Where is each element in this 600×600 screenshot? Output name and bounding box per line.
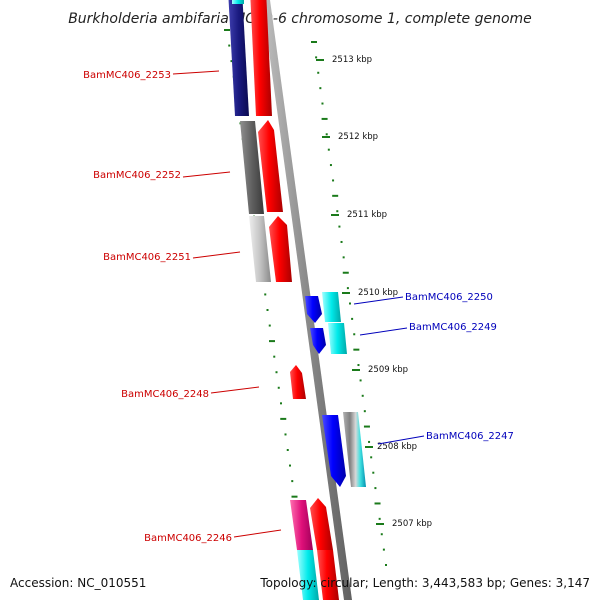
gene-label-2246[interactable]: BamMC406_2246 [144,533,232,544]
cds-arrow-2250[interactable] [305,296,322,323]
cog-bar-2253-top [232,0,244,4]
scale-label: 2508 kbp [377,442,417,452]
scale-tick-2508: 2508 kbp [365,442,417,452]
gene-label-2252[interactable]: BamMC406_2252 [93,170,181,181]
cds-arrow-2248[interactable] [290,365,306,399]
cds-arrow-2246[interactable] [310,498,333,550]
scale-label: 2512 kbp [338,132,378,142]
topology-text: Topology: circular; Length: 3,443,583 bp… [260,576,590,590]
cog-bar-2253 [228,0,249,116]
cds-arrow-2252[interactable] [258,120,283,212]
scale-label: 2513 kbp [332,55,372,65]
gene-label-2249[interactable]: BamMC406_2249 [409,322,497,333]
inner-tick-marks [311,41,387,566]
gene-label-2248[interactable]: BamMC406_2248 [121,389,209,400]
accession-text: Accession: NC_010551 [10,576,147,590]
cog-bar-2249 [328,323,347,354]
scale-tick-2507: 2507 kbp [376,519,432,529]
scale-tick-2510: 2510 kbp [342,288,398,298]
scale-tick-2512: 2512 kbp [322,132,378,142]
gene-label-2250[interactable]: BamMC406_2250 [405,292,493,303]
cds-arrow-2249[interactable] [310,328,326,354]
scale-tick-2513: 2513 kbp [316,55,372,65]
cog-bar-2252 [240,121,264,214]
cds-arrow-2253[interactable] [250,0,272,116]
gene-label-2247[interactable]: BamMC406_2247 [426,431,514,442]
cog-bar-2247 [343,412,366,487]
scale-tick-2511: 2511 kbp [331,210,387,220]
cog-bar-2251 [249,216,271,282]
cds-arrow-2245[interactable] [317,550,339,600]
scale-label: 2511 kbp [347,210,387,220]
cog-bar-2245 [297,550,319,600]
cog-bar-2250 [322,292,341,322]
scale-label: 2510 kbp [358,288,398,298]
scale-tick-2509: 2509 kbp [352,365,408,375]
cog-bar-2246 [290,500,313,550]
cds-arrow-2247[interactable] [322,415,346,487]
scale-label: 2509 kbp [368,365,408,375]
scale-label: 2507 kbp [392,519,432,529]
gene-label-2251[interactable]: BamMC406_2251 [103,252,191,263]
map-title: Burkholderia ambifaria MC40-6 chromosome… [68,11,532,27]
cds-arrow-2251[interactable] [269,216,292,282]
gene-label-2253[interactable]: BamMC406_2253 [83,70,171,81]
